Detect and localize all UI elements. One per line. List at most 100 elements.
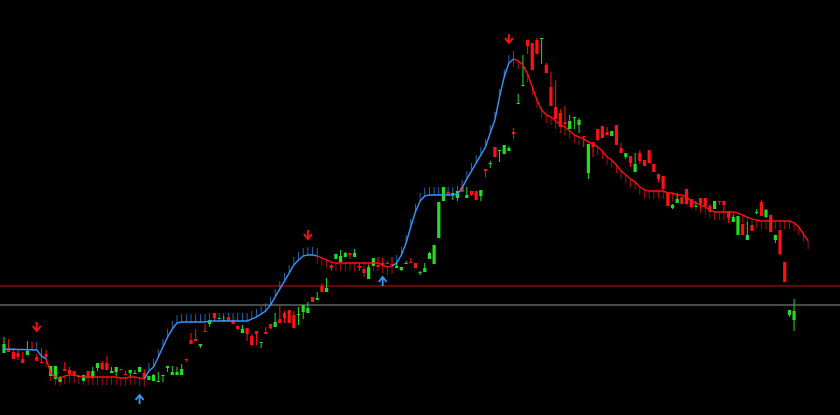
candle-body [554,107,558,119]
candle-body [170,372,174,375]
candle-body [413,263,417,268]
candle [371,258,375,266]
candle-body [217,318,221,319]
candle-body [787,310,791,315]
candle-body [783,262,787,282]
candle [95,363,100,371]
candle [493,147,497,157]
candle-body [769,215,773,232]
candle [437,202,441,238]
candle [544,63,548,73]
candle [432,245,436,264]
candle [628,156,633,167]
candle-body [236,326,240,329]
candle [479,190,483,201]
candle-body [100,363,104,369]
candle [296,307,301,325]
trend-line [3,58,809,380]
candle [353,249,357,257]
candle-body [582,136,586,137]
candle [698,198,703,209]
candle-body [755,212,759,213]
candle [483,169,488,177]
candle-body [409,262,413,263]
candle [652,164,656,172]
candle-body [437,202,441,238]
candle [264,327,268,334]
candle-body [35,357,39,361]
candle [268,324,273,329]
candle [526,40,530,54]
candle-body [727,212,731,218]
candle [175,367,179,375]
candle-body [745,235,749,240]
candle [254,331,259,345]
candle-body [264,332,268,334]
candle [586,144,590,179]
candle [769,215,773,232]
candle-body [526,40,530,46]
candle [320,283,324,292]
candle-body [736,216,740,235]
candle [427,252,432,259]
candle-body [614,125,619,145]
candle-body [226,317,230,321]
candle-body [451,193,455,195]
candle-body [296,314,301,315]
candle-body [53,366,58,379]
candle-body [511,132,516,134]
candle [301,305,305,319]
candle [469,191,474,196]
candle [21,352,25,363]
candle [619,143,623,153]
candle [642,160,647,166]
candle-body [395,266,399,268]
candle-body [432,245,436,264]
candle [783,262,787,282]
candle [334,254,338,259]
candle-body [161,375,165,376]
candle-body [254,331,259,334]
candle [128,370,132,377]
candle-body [147,376,151,380]
candle [717,201,721,205]
candle [465,187,469,198]
candle [554,80,558,119]
candle [614,125,619,145]
candle-body [633,164,637,172]
candle [343,252,347,257]
candle [600,126,604,138]
sell-arrow-icon [303,230,313,241]
candle [558,109,562,127]
candle-body [521,85,525,86]
candle-body [58,377,62,382]
candle [357,264,361,271]
candle [680,197,684,204]
candle [152,374,156,381]
candle [166,366,170,372]
candle-body [694,206,698,207]
candle-body [137,367,142,372]
candle [404,261,408,264]
candle [741,224,745,235]
trend-up-segment [3,348,47,360]
candle [147,376,151,380]
candle-body [362,269,366,273]
candle-body [474,191,478,200]
candle-body [339,256,343,262]
candle [418,271,422,275]
candle [348,253,352,259]
candle [647,150,651,163]
signal-arrows [32,34,514,404]
candle [123,371,128,375]
arrow-head [134,393,145,401]
arrow-head [504,37,514,45]
candle-body [67,370,72,374]
candle [511,128,516,139]
candle-body [479,190,483,196]
candle [582,136,586,147]
candle [713,201,717,209]
buy-arrow-icon [134,393,145,404]
